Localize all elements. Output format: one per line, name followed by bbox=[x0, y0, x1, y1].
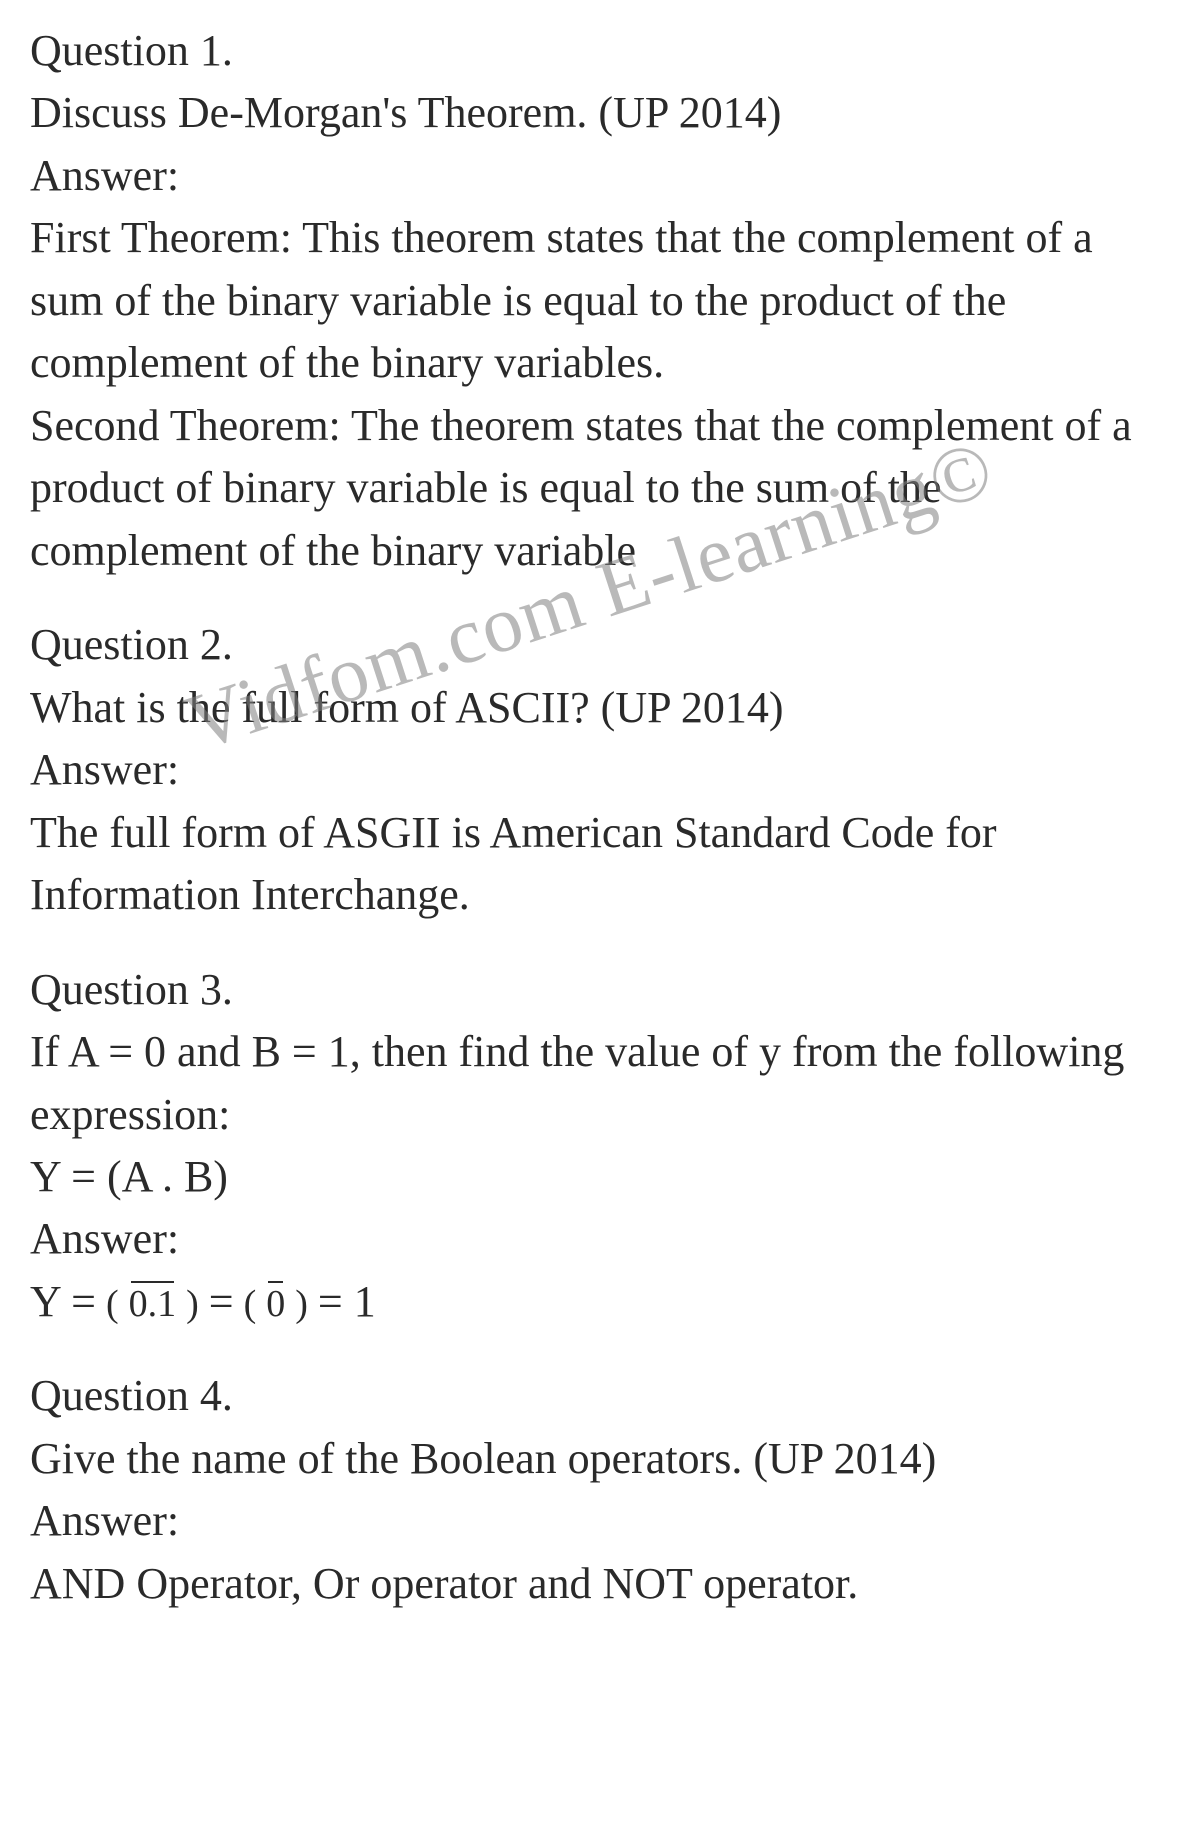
question-prompt: Give the name of the Boolean operators. … bbox=[30, 1428, 1149, 1490]
answer-equation: Y = (0.1) = (0) = 1 bbox=[30, 1271, 1149, 1333]
question-4-block: Question 4. Give the name of the Boolean… bbox=[30, 1365, 1149, 1615]
answer-second-theorem: Second Theorem: The theorem states that … bbox=[30, 395, 1149, 582]
equation-close-paren-2: ) bbox=[295, 1278, 308, 1332]
answer-label: Answer: bbox=[30, 145, 1149, 207]
equation-close-paren-1: ) bbox=[186, 1278, 199, 1332]
answer-text: AND Operator, Or operator and NOT operat… bbox=[30, 1553, 1149, 1615]
equation-tail: = 1 bbox=[318, 1271, 376, 1333]
equation-overbar-2: 0 bbox=[266, 1278, 285, 1332]
question-prompt: Discuss De-Morgan's Theorem. (UP 2014) bbox=[30, 82, 1149, 144]
question-2-block: Question 2. What is the full form of ASC… bbox=[30, 614, 1149, 926]
answer-label: Answer: bbox=[30, 1208, 1149, 1270]
answer-first-theorem: First Theorem: This theorem states that … bbox=[30, 207, 1149, 394]
question-prompt: If A = 0 and B = 1, then find the value … bbox=[30, 1021, 1149, 1146]
question-1-block: Question 1. Discuss De-Morgan's Theorem.… bbox=[30, 20, 1149, 582]
answer-text: The full form of ASGII is American Stand… bbox=[30, 802, 1149, 927]
question-prompt: What is the full form of ASCII? (UP 2014… bbox=[30, 677, 1149, 739]
answer-label: Answer: bbox=[30, 739, 1149, 801]
question-3-block: Question 3. If A = 0 and B = 1, then fin… bbox=[30, 959, 1149, 1334]
question-title: Question 3. bbox=[30, 959, 1149, 1021]
question-title: Question 2. bbox=[30, 614, 1149, 676]
equation-equals-1: = bbox=[209, 1271, 234, 1333]
equation-open-paren-1: ( bbox=[106, 1278, 119, 1332]
question-title: Question 4. bbox=[30, 1365, 1149, 1427]
equation-open-paren-2: ( bbox=[244, 1278, 257, 1332]
question-expression: Y = (A . B) bbox=[30, 1146, 1149, 1208]
answer-label: Answer: bbox=[30, 1490, 1149, 1552]
question-title: Question 1. bbox=[30, 20, 1149, 82]
equation-overbar-1: 0.1 bbox=[129, 1278, 177, 1332]
equation-lead: Y = bbox=[30, 1271, 96, 1333]
